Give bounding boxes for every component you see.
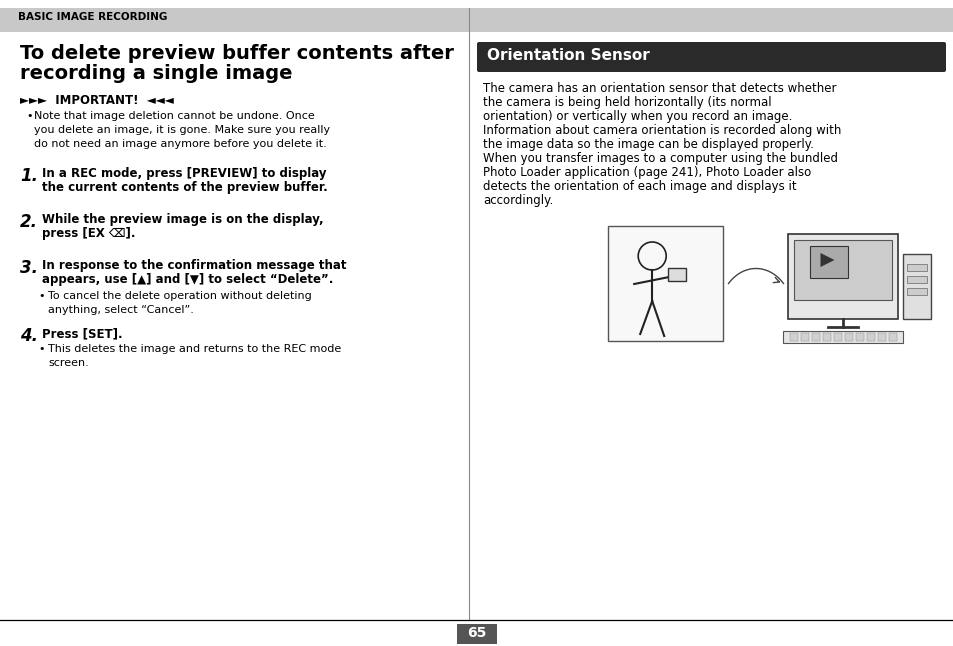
Bar <box>782 331 902 343</box>
Text: 1.: 1. <box>20 167 38 185</box>
Text: The camera has an orientation sensor that detects whether: The camera has an orientation sensor tha… <box>482 82 836 95</box>
Bar <box>810 246 847 278</box>
Bar <box>788 234 898 319</box>
Text: •: • <box>38 344 45 354</box>
Bar <box>906 276 926 283</box>
Text: appears, use [▲] and [▼] to select “Delete”.: appears, use [▲] and [▼] to select “Dele… <box>42 273 333 286</box>
Bar <box>608 226 722 341</box>
Polygon shape <box>820 253 834 267</box>
Text: Press [SET].: Press [SET]. <box>42 327 123 340</box>
Text: While the preview image is on the display,: While the preview image is on the displa… <box>42 213 323 226</box>
Text: Information about camera orientation is recorded along with: Information about camera orientation is … <box>482 124 841 137</box>
Text: This deletes the image and returns to the REC mode
screen.: This deletes the image and returns to th… <box>48 344 341 368</box>
Bar <box>812 333 820 341</box>
Text: 4.: 4. <box>20 327 38 345</box>
Text: recording a single image: recording a single image <box>20 64 293 83</box>
Bar <box>878 333 885 341</box>
FancyBboxPatch shape <box>476 42 945 72</box>
Text: Photo Loader application (page 241), Photo Loader also: Photo Loader application (page 241), Pho… <box>482 166 810 179</box>
Bar <box>667 268 685 281</box>
Text: To cancel the delete operation without deleting
anything, select “Cancel”.: To cancel the delete operation without d… <box>48 291 312 315</box>
Bar <box>0 8 953 32</box>
Text: ►►►  IMPORTANT!  ◄◄◄: ►►► IMPORTANT! ◄◄◄ <box>20 94 173 107</box>
Text: BASIC IMAGE RECORDING: BASIC IMAGE RECORDING <box>18 12 167 22</box>
Bar <box>888 333 897 341</box>
Bar <box>906 264 926 271</box>
Text: Orientation Sensor: Orientation Sensor <box>486 48 649 63</box>
Bar <box>794 240 892 300</box>
Text: press [EX ⌫].: press [EX ⌫]. <box>42 227 135 240</box>
Bar <box>790 333 798 341</box>
Text: In response to the confirmation message that: In response to the confirmation message … <box>42 259 346 272</box>
Bar <box>801 333 809 341</box>
Text: the image data so the image can be displayed properly.: the image data so the image can be displ… <box>482 138 813 151</box>
Bar <box>856 333 863 341</box>
Text: 65: 65 <box>467 626 486 640</box>
Bar <box>866 333 875 341</box>
Bar <box>456 624 497 644</box>
Text: Note that image deletion cannot be undone. Once
you delete an image, it is gone.: Note that image deletion cannot be undon… <box>34 111 330 149</box>
Text: In a REC mode, press [PREVIEW] to display: In a REC mode, press [PREVIEW] to displa… <box>42 167 326 180</box>
Bar <box>906 288 926 295</box>
Bar <box>834 333 841 341</box>
Text: accordingly.: accordingly. <box>482 194 553 207</box>
Text: •: • <box>38 291 45 301</box>
Text: 3.: 3. <box>20 259 38 277</box>
Bar <box>902 254 930 319</box>
Text: orientation) or vertically when you record an image.: orientation) or vertically when you reco… <box>482 110 792 123</box>
Text: 2.: 2. <box>20 213 38 231</box>
Bar <box>844 333 853 341</box>
Text: detects the orientation of each image and displays it: detects the orientation of each image an… <box>482 180 796 193</box>
Text: When you transfer images to a computer using the bundled: When you transfer images to a computer u… <box>482 152 837 165</box>
Text: the camera is being held horizontally (its normal: the camera is being held horizontally (i… <box>482 96 771 109</box>
Text: the current contents of the preview buffer.: the current contents of the preview buff… <box>42 181 328 194</box>
Text: To delete preview buffer contents after: To delete preview buffer contents after <box>20 44 454 63</box>
Text: •: • <box>26 111 32 121</box>
Bar <box>822 333 831 341</box>
